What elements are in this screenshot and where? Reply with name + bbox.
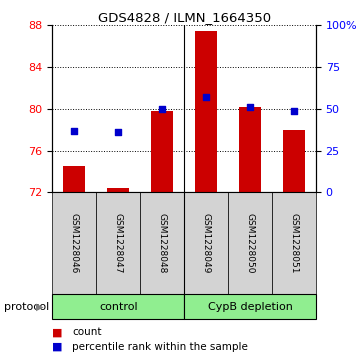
Text: GSM1228049: GSM1228049 xyxy=(201,213,210,273)
Text: count: count xyxy=(72,327,102,337)
Bar xyxy=(272,192,316,294)
Bar xyxy=(283,130,305,192)
Bar xyxy=(140,192,184,294)
Point xyxy=(159,106,165,112)
Bar xyxy=(96,192,140,294)
Point xyxy=(203,94,209,100)
Bar xyxy=(184,294,316,319)
Text: GSM1228048: GSM1228048 xyxy=(158,213,167,273)
Bar xyxy=(239,107,261,192)
Point xyxy=(247,104,253,110)
Text: CypB depletion: CypB depletion xyxy=(208,302,292,312)
Bar xyxy=(52,294,184,319)
Bar xyxy=(63,166,85,192)
Text: GSM1228046: GSM1228046 xyxy=(70,213,79,273)
Text: ■: ■ xyxy=(52,327,63,337)
Title: GDS4828 / ILMN_1664350: GDS4828 / ILMN_1664350 xyxy=(97,11,271,24)
Bar xyxy=(228,192,272,294)
Bar xyxy=(151,111,173,192)
Bar xyxy=(195,30,217,192)
Text: GSM1228047: GSM1228047 xyxy=(114,213,123,273)
Text: ■: ■ xyxy=(52,342,63,352)
Point xyxy=(115,129,121,135)
Point xyxy=(71,128,77,134)
Bar xyxy=(52,192,96,294)
Text: ▶: ▶ xyxy=(36,302,44,312)
Text: GSM1228050: GSM1228050 xyxy=(245,213,255,273)
Text: control: control xyxy=(99,302,138,312)
Bar xyxy=(184,192,228,294)
Text: GSM1228051: GSM1228051 xyxy=(290,213,299,273)
Text: protocol: protocol xyxy=(4,302,49,312)
Text: percentile rank within the sample: percentile rank within the sample xyxy=(72,342,248,352)
Bar xyxy=(107,188,129,192)
Point xyxy=(291,108,297,114)
